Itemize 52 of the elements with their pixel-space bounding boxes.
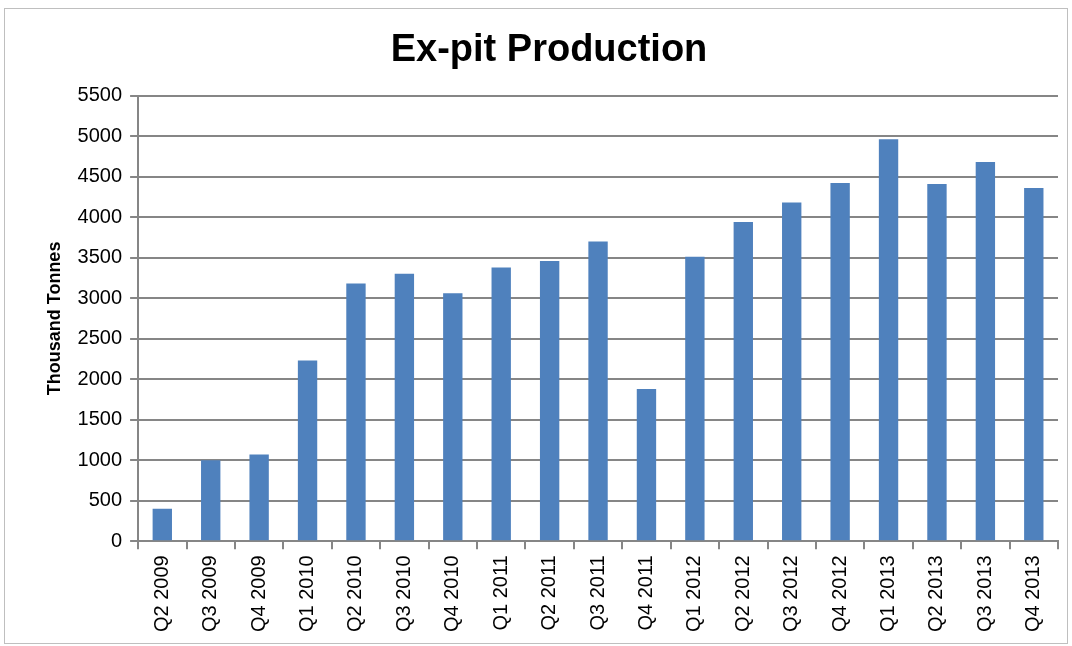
x-tick-label: Q4 2012 bbox=[827, 555, 850, 633]
bar bbox=[588, 241, 608, 541]
x-tick-label: Q3 2012 bbox=[779, 555, 802, 633]
y-tick-label: 500 bbox=[88, 488, 123, 511]
y-tick-label: 3500 bbox=[77, 245, 123, 268]
y-tick-label: 1000 bbox=[77, 447, 123, 470]
y-tick-label: 3000 bbox=[77, 285, 123, 308]
bar bbox=[636, 388, 657, 541]
y-tick-label: 5500 bbox=[77, 83, 123, 106]
bar bbox=[782, 202, 802, 541]
bar bbox=[346, 283, 366, 541]
y-tick-label: 2500 bbox=[77, 326, 123, 349]
y-tick-label: 1500 bbox=[77, 407, 123, 430]
bar bbox=[249, 454, 269, 541]
bar bbox=[443, 293, 463, 541]
y-axis-title: Thousand Tonnes bbox=[43, 241, 64, 396]
y-tick-label: 5000 bbox=[77, 123, 123, 146]
x-tick-label: Q1 2013 bbox=[876, 555, 899, 633]
bar bbox=[878, 139, 899, 541]
x-tick-label: Q4 2011 bbox=[633, 555, 656, 631]
x-tick-label: Q1 2010 bbox=[295, 555, 318, 633]
bar bbox=[1024, 187, 1044, 541]
bar bbox=[539, 260, 560, 541]
bar bbox=[927, 183, 947, 541]
x-tick-label: Q4 2009 bbox=[246, 555, 269, 633]
bar bbox=[491, 267, 511, 541]
bar bbox=[152, 508, 172, 541]
bar bbox=[685, 256, 705, 541]
y-tick-label: 4000 bbox=[77, 204, 123, 227]
y-tick-label: 0 bbox=[110, 528, 123, 551]
x-tick-label: Q1 2011 bbox=[488, 555, 511, 631]
y-tick-label: 2000 bbox=[77, 366, 123, 389]
bar bbox=[830, 183, 850, 541]
x-tick-label: Q2 2009 bbox=[149, 555, 172, 633]
x-tick-label: Q1 2012 bbox=[682, 555, 705, 633]
x-tick-label: Q3 2009 bbox=[198, 555, 221, 633]
x-tick-label: Q3 2010 bbox=[391, 555, 414, 633]
bar bbox=[201, 460, 221, 541]
bar bbox=[733, 222, 753, 541]
x-tick-label: Q2 2010 bbox=[343, 555, 366, 633]
y-tick-label: 4500 bbox=[77, 164, 123, 187]
x-tick-label: Q2 2011 bbox=[537, 555, 560, 631]
bar bbox=[297, 360, 318, 541]
x-tick-label: Q3 2013 bbox=[972, 555, 995, 633]
x-tick-label: Q3 2011 bbox=[585, 555, 608, 631]
x-tick-label: Q4 2010 bbox=[440, 555, 463, 633]
chart-title: Ex-pit Production bbox=[390, 27, 708, 70]
bar bbox=[975, 162, 996, 541]
x-tick-label: Q4 2013 bbox=[1021, 555, 1044, 633]
x-tick-label: Q2 2012 bbox=[730, 555, 753, 633]
bar bbox=[394, 273, 415, 541]
x-tick-label: Q2 2013 bbox=[924, 555, 947, 633]
